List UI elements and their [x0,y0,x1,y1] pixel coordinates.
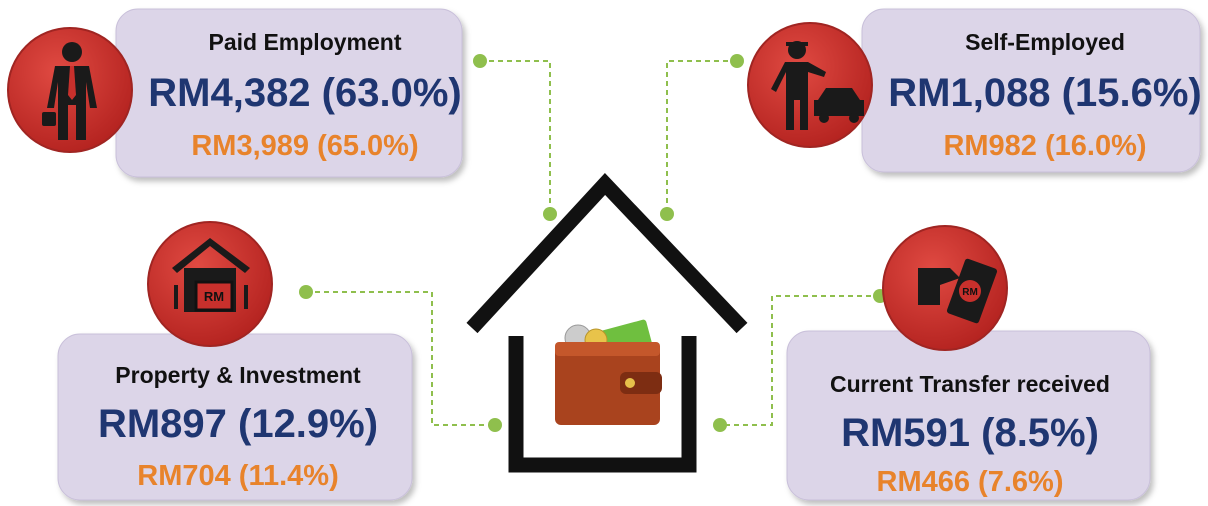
card: Current Transfer received RM591 (8.5%) R… [786,225,1151,501]
connector-dot [299,285,313,299]
mechanic-icon [771,41,864,130]
connector-dot [543,207,557,221]
connector-dot [473,54,487,68]
card-secondary: RM704 (11.4%) [137,460,339,492]
property-icon: RM [172,238,250,312]
svg-text:RM: RM [962,287,978,298]
connector-dot [730,54,744,68]
card-secondary: RM982 (16.0%) [943,130,1146,162]
card-secondary: RM466 (7.6%) [877,466,1064,498]
icon-circle [747,22,873,148]
connector-dot [713,418,727,432]
connector [306,291,495,426]
connector-dot [488,418,502,432]
card: Property & Investment RM897 (12.9%) RM70… [57,221,413,501]
house [466,173,748,473]
svg-text:RM: RM [204,289,224,304]
connector [666,60,737,214]
card-title: Self-Employed [965,29,1125,55]
card-primary: RM591 (8.5%) [841,411,1099,455]
transfer-icon: RM [918,258,998,324]
connector [720,295,880,426]
worker-icon [42,42,97,140]
connector-dot [660,207,674,221]
card-title: Property & Investment [115,362,361,388]
card: Paid Employment RM4,382 (63.0%) RM3,989 … [7,8,463,178]
card-title: Current Transfer received [830,371,1110,397]
card-secondary: RM3,989 (65.0%) [191,130,418,162]
card-primary: RM897 (12.9%) [98,402,378,446]
wallet-icon [555,319,662,425]
card-primary: RM1,088 (15.6%) [888,71,1201,115]
card: Self-Employed RM1,088 (15.6%) RM982 (16.… [747,8,1202,173]
card-title: Paid Employment [209,29,402,55]
connector [480,60,551,214]
card-primary: RM4,382 (63.0%) [148,71,461,115]
